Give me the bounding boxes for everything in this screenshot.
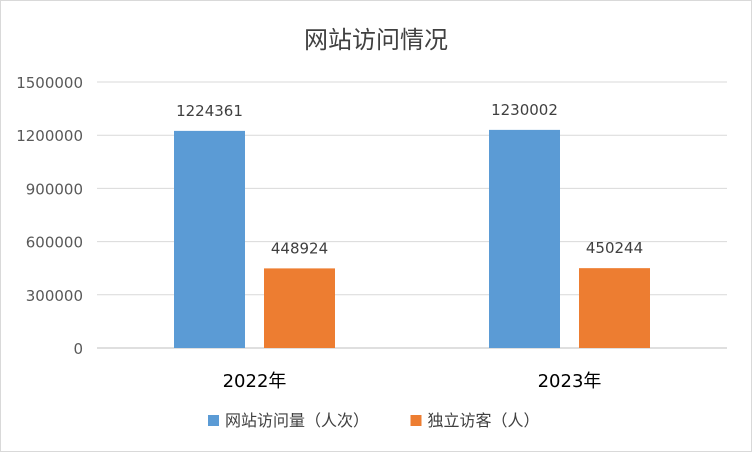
legend-swatch <box>410 415 422 426</box>
bar <box>174 130 245 348</box>
y-tick-label: 1500000 <box>16 74 83 92</box>
data-labels: 1224361 448924 1230002 450244 <box>176 101 643 258</box>
y-tick-label: 300000 <box>26 287 83 305</box>
y-tick-label: 0 <box>73 340 83 358</box>
y-axis: 0 300000 600000 900000 1200000 1500000 <box>16 74 83 358</box>
data-label: 1224361 <box>176 102 243 120</box>
data-label: 450244 <box>586 239 643 257</box>
legend-label: 独立访客（人） <box>428 411 540 430</box>
x-axis: 2022年 2023年 <box>223 371 602 392</box>
bar <box>579 268 650 348</box>
bar <box>489 129 560 348</box>
bars <box>174 129 650 348</box>
legend-label: 网站访问量（人次） <box>225 411 369 430</box>
x-tick-label: 2023年 <box>538 371 602 392</box>
chart-title: 网站访问情况 <box>304 26 448 54</box>
data-label: 1230002 <box>491 101 558 119</box>
legend-swatch <box>208 415 219 426</box>
y-tick-label: 900000 <box>26 180 83 198</box>
bar <box>264 268 335 348</box>
y-tick-label: 600000 <box>26 234 83 252</box>
data-label: 448924 <box>271 239 328 257</box>
y-tick-label: 1200000 <box>16 127 83 145</box>
x-tick-label: 2022年 <box>223 371 287 392</box>
legend: 网站访问量（人次） 独立访客（人） <box>208 411 540 430</box>
